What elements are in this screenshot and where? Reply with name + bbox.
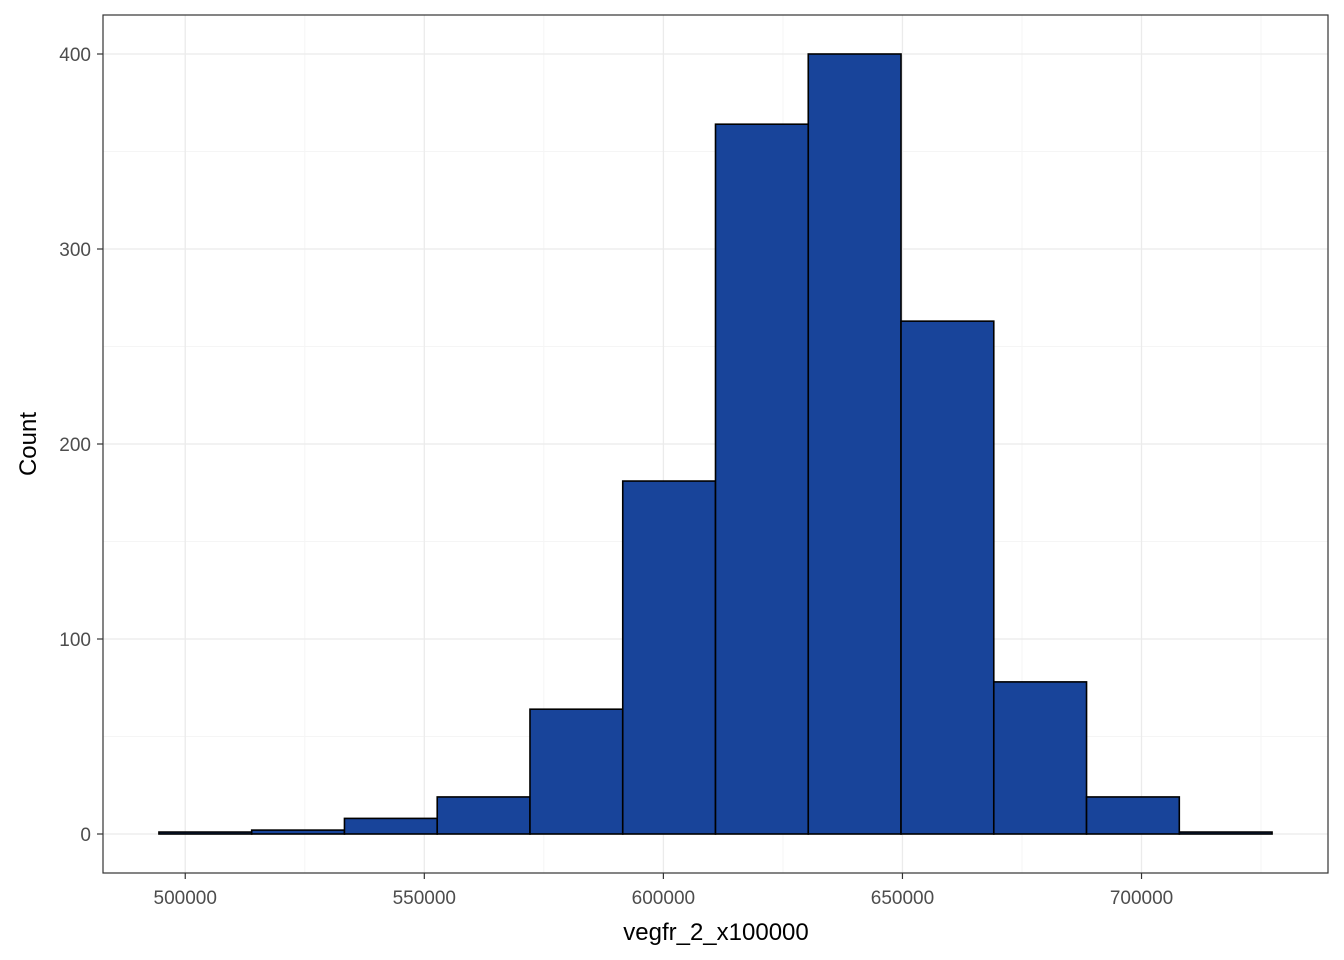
histogram-bar bbox=[1178, 831, 1273, 835]
y-tick-label: 200 bbox=[59, 435, 91, 456]
x-tick-label: 600000 bbox=[632, 888, 695, 909]
histogram-bar bbox=[529, 708, 624, 835]
y-tick-label: 300 bbox=[59, 240, 91, 261]
y-axis-title: Count bbox=[15, 412, 42, 476]
x-tick-label: 550000 bbox=[393, 888, 456, 909]
histogram-bars bbox=[158, 53, 1273, 835]
y-tick-label: 100 bbox=[59, 630, 91, 651]
y-tick-label: 0 bbox=[80, 825, 91, 846]
histogram-bar bbox=[714, 123, 810, 835]
x-tick-label: 650000 bbox=[871, 888, 934, 909]
x-axis-title: vegfr_2_x100000 bbox=[623, 919, 808, 946]
histogram-bar bbox=[1085, 796, 1181, 835]
histogram-bar bbox=[250, 829, 346, 835]
histogram-bar bbox=[158, 831, 253, 835]
histogram-bar bbox=[992, 681, 1088, 835]
y-axis: 0 100 200 300 400 bbox=[59, 45, 103, 846]
histogram-bar bbox=[900, 320, 995, 835]
y-tick-label: 400 bbox=[59, 45, 91, 66]
x-tick-label: 700000 bbox=[1110, 888, 1173, 909]
histogram-bar bbox=[436, 796, 531, 835]
histogram-bar bbox=[807, 53, 902, 835]
x-tick-label: 500000 bbox=[154, 888, 217, 909]
histogram-bar bbox=[343, 817, 439, 835]
x-axis: 500000 550000 600000 650000 700000 bbox=[154, 873, 1173, 909]
histogram-bar bbox=[621, 480, 717, 835]
